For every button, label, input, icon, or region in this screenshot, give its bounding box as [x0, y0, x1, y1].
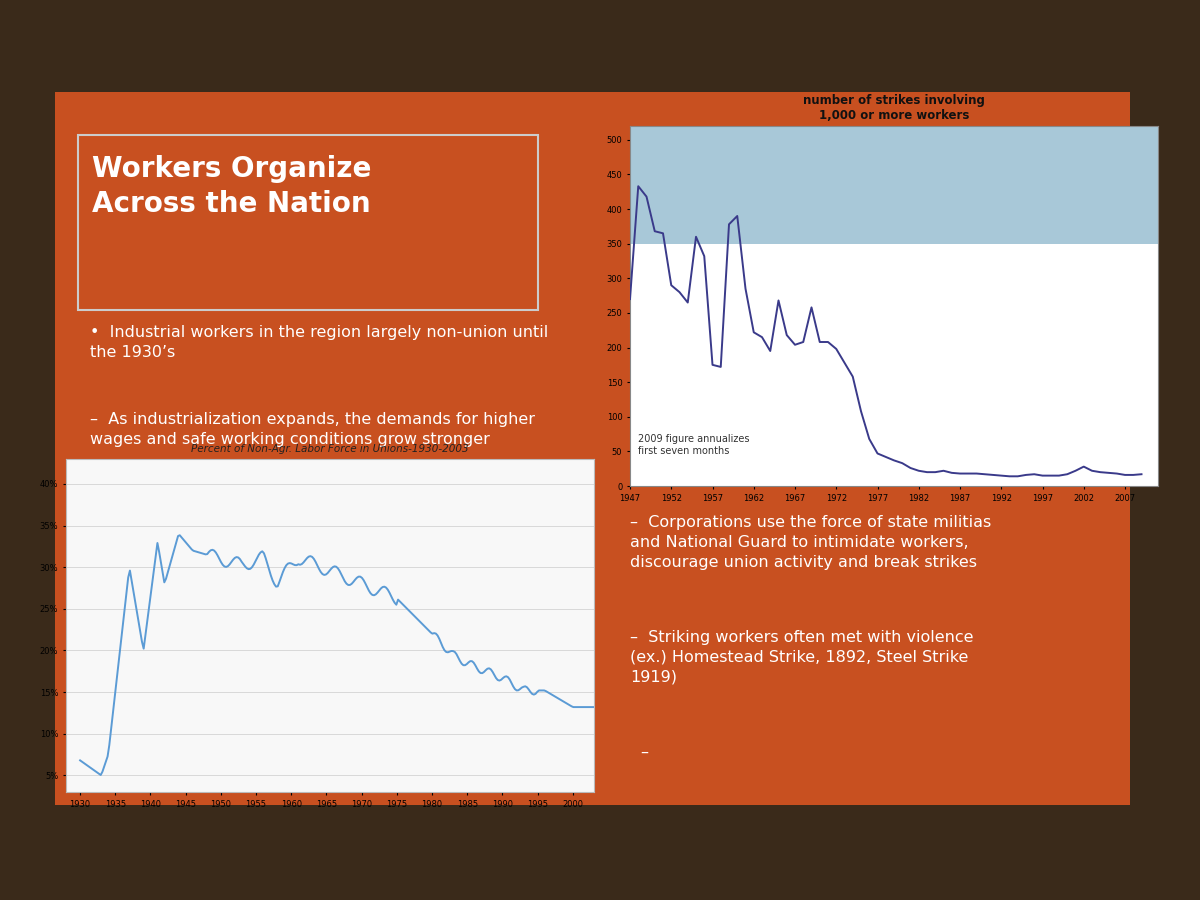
Text: 2009 figure annualizes
first seven months: 2009 figure annualizes first seven month…: [638, 434, 750, 455]
Bar: [630, 126, 1158, 167]
Bar: [78, 135, 538, 310]
Bar: [55, 92, 1130, 805]
Text: –  As industrialization expands, the demands for higher
wages and safe working c: – As industrialization expands, the dema…: [90, 412, 535, 446]
Bar: [630, 126, 1158, 244]
Text: –: –: [640, 745, 648, 760]
Text: –  Corporations use the force of state militias
and National Guard to intimidate: – Corporations use the force of state mi…: [630, 515, 991, 570]
Title: Percent of Non-Agr. Labor Force in Unions-1930-2003: Percent of Non-Agr. Labor Force in Union…: [191, 444, 469, 454]
Text: –  Striking workers often met with violence
(ex.) Homestead Strike, 1892, Steel : – Striking workers often met with violen…: [630, 630, 973, 685]
Title: number of strikes involving
1,000 or more workers: number of strikes involving 1,000 or mor…: [803, 94, 985, 122]
Bar: [630, 126, 1158, 237]
Text: Workers Organize
Across the Nation: Workers Organize Across the Nation: [92, 155, 371, 218]
Text: •  Industrial workers in the region largely non-union until
the 1930’s: • Industrial workers in the region large…: [90, 325, 548, 360]
